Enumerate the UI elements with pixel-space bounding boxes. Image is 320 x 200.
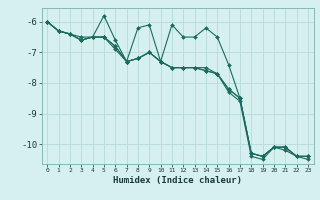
X-axis label: Humidex (Indice chaleur): Humidex (Indice chaleur) <box>113 176 242 185</box>
